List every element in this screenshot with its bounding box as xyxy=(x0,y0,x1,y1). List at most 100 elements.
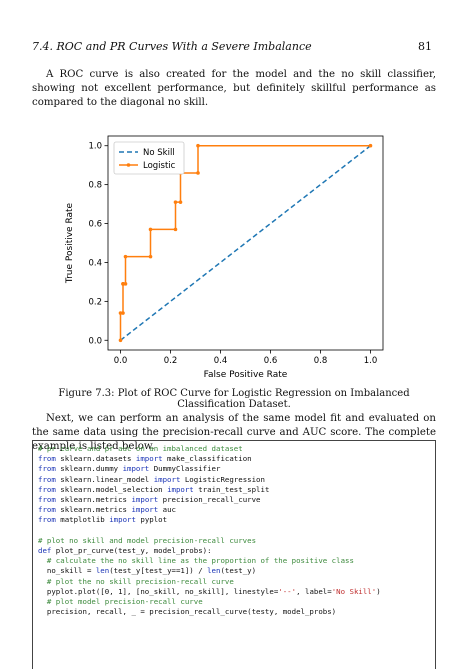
series-line-no-skill xyxy=(120,145,371,341)
section-title: 7.4. ROC and PR Curves With a Severe Imb… xyxy=(32,40,312,53)
legend-marker xyxy=(126,163,131,167)
code-token: from xyxy=(38,474,56,484)
roc-chart: 0.0 0.2 0.4 0.6 0.8 1.0 0.0 0.2 0.4 0.6 0.8 1.0 Fals… xyxy=(58,128,398,380)
code-token: '--' xyxy=(278,586,297,596)
data-point xyxy=(173,227,178,232)
code-token: ) xyxy=(376,586,381,596)
code-token: def xyxy=(38,546,52,556)
code-token: # pr curve and pr auc on an imbalanced d… xyxy=(38,444,243,453)
y-tick-label: 0.2 xyxy=(88,297,102,307)
x-tick-label: 0.6 xyxy=(264,356,278,366)
code-line: # plot the no skill precision-recall cur… xyxy=(38,577,430,587)
code-token: from xyxy=(38,495,56,505)
x-tick-label: 0.8 xyxy=(314,356,328,366)
data-point xyxy=(196,143,200,148)
legend-label: No Skill xyxy=(143,148,175,158)
code-token: sklearn.metrics xyxy=(55,505,132,515)
code-token: 'No Skill' xyxy=(331,586,377,596)
code-token: import xyxy=(109,515,136,525)
code-token: pyplot xyxy=(135,515,168,525)
code-line: precision, recall, _ = precision_recall_… xyxy=(38,607,430,617)
x-tick-label: 0.0 xyxy=(114,356,128,366)
code-token: import xyxy=(153,474,181,484)
data-point xyxy=(148,254,153,259)
code-token: import xyxy=(131,505,159,515)
code-token: sklearn.metrics xyxy=(55,495,132,505)
code-line: from sklearn.datasets import make_classi… xyxy=(38,454,430,464)
x-tick-label: 1.0 xyxy=(364,356,378,366)
legend-box xyxy=(113,141,185,175)
data-point xyxy=(368,143,373,148)
data-point xyxy=(178,200,183,204)
paragraph-pr-intro: Next, we can perform an analysis of the … xyxy=(32,413,436,452)
code-token: make_classification xyxy=(162,454,252,464)
code-token: pyplot.plot([0, 1], [no_skill, no_skill]… xyxy=(38,586,279,596)
code-token: from xyxy=(38,484,56,494)
code-token: import xyxy=(131,495,159,505)
y-tick-label: 1.0 xyxy=(88,142,102,152)
code-line: # calculate the no skill line as the pro… xyxy=(38,556,430,566)
data-point xyxy=(121,311,125,315)
code-token: # calculate the no skill line as the pro… xyxy=(46,556,354,566)
data-point xyxy=(173,200,178,204)
series-line-logistic xyxy=(119,144,371,341)
code-token: # plot the no skill precision-recall cur… xyxy=(46,576,234,586)
code-token: precision_recall_curve xyxy=(158,495,261,505)
code-token: (test_y[test_y==1]) / xyxy=(109,566,208,576)
code-token: import xyxy=(135,454,163,464)
data-point xyxy=(121,282,125,286)
code-token: DummyClassifier xyxy=(149,464,221,474)
code-token xyxy=(38,526,42,535)
code-token: from xyxy=(38,505,56,515)
code-token: , label= xyxy=(296,586,332,596)
code-line: pyplot.plot([0, 1], [no_skill, no_skill]… xyxy=(38,587,430,597)
page-number: 81 xyxy=(418,40,432,53)
y-tick-label: 0.0 xyxy=(88,336,102,346)
code-line: from sklearn.metrics import auc xyxy=(38,505,430,515)
code-token: matplotlib xyxy=(55,515,110,525)
code-listing: # pr curve and pr auc on an imbalanced d… xyxy=(32,440,436,669)
code-token xyxy=(38,577,47,586)
roc-chart-svg: 0.0 0.2 0.4 0.6 0.8 1.0 0.0 0.2 0.4 0.6 0.8 1.0 Fals… xyxy=(65,135,384,380)
code-token xyxy=(38,597,47,606)
data-point xyxy=(196,171,200,175)
code-token: from xyxy=(38,464,56,474)
code-token: sklearn.dummy xyxy=(55,464,123,474)
paragraph-roc-description: A ROC curve is also created for the mode… xyxy=(32,69,436,108)
y-tick-label: 0.6 xyxy=(88,220,102,230)
y-axis-label: True Positive Rate xyxy=(65,202,75,284)
code-token: import xyxy=(167,484,194,494)
code-token: train_test_split xyxy=(193,484,270,494)
code-token: from xyxy=(38,515,56,525)
running-head: 7.4. ROC and PR Curves With a Severe Imb… xyxy=(32,40,432,53)
code-token xyxy=(38,556,47,565)
data-point xyxy=(118,311,123,315)
code-line: from sklearn.linear_model import Logisti… xyxy=(38,475,430,485)
code-line: from matplotlib import pyplot xyxy=(38,515,430,525)
x-axis-label: False Positive Rate xyxy=(204,370,288,378)
code-token: LogisticRegression xyxy=(180,474,265,484)
code-token: (test_y) xyxy=(220,566,257,576)
code-token: sklearn.linear_model xyxy=(55,474,154,484)
code-line: # plot no skill and model precision-reca… xyxy=(38,536,430,546)
code-line: # plot model precision-recall curve xyxy=(38,597,430,607)
code-token: no_skill = xyxy=(38,566,96,576)
y-tick-label: 0.8 xyxy=(88,181,102,191)
data-point xyxy=(123,254,128,259)
code-line: no_skill = len(test_y[test_y==1]) / len(… xyxy=(38,566,430,576)
code-line: from sklearn.metrics import precision_re… xyxy=(38,495,430,505)
code-token: # plot model precision-recall curve xyxy=(46,597,203,607)
code-line xyxy=(38,526,430,536)
code-line: def plot_pr_curve(test_y, model_probs): xyxy=(38,546,430,556)
code-token: auc xyxy=(158,505,176,515)
code-line: # pr curve and pr auc on an imbalanced d… xyxy=(38,444,430,454)
code-token: plot_pr_curve(test_y, model_probs): xyxy=(51,546,212,556)
data-point xyxy=(148,227,153,232)
code-token: len xyxy=(207,566,221,576)
data-point xyxy=(123,282,128,286)
code-token: # plot no skill and model precision-reca… xyxy=(38,535,257,545)
code-token: sklearn.datasets xyxy=(55,454,136,464)
x-tick-label: 0.4 xyxy=(214,356,228,366)
y-tick-label: 0.4 xyxy=(88,258,102,268)
code-token: precision, recall, _ = precision_recall_… xyxy=(38,607,337,617)
